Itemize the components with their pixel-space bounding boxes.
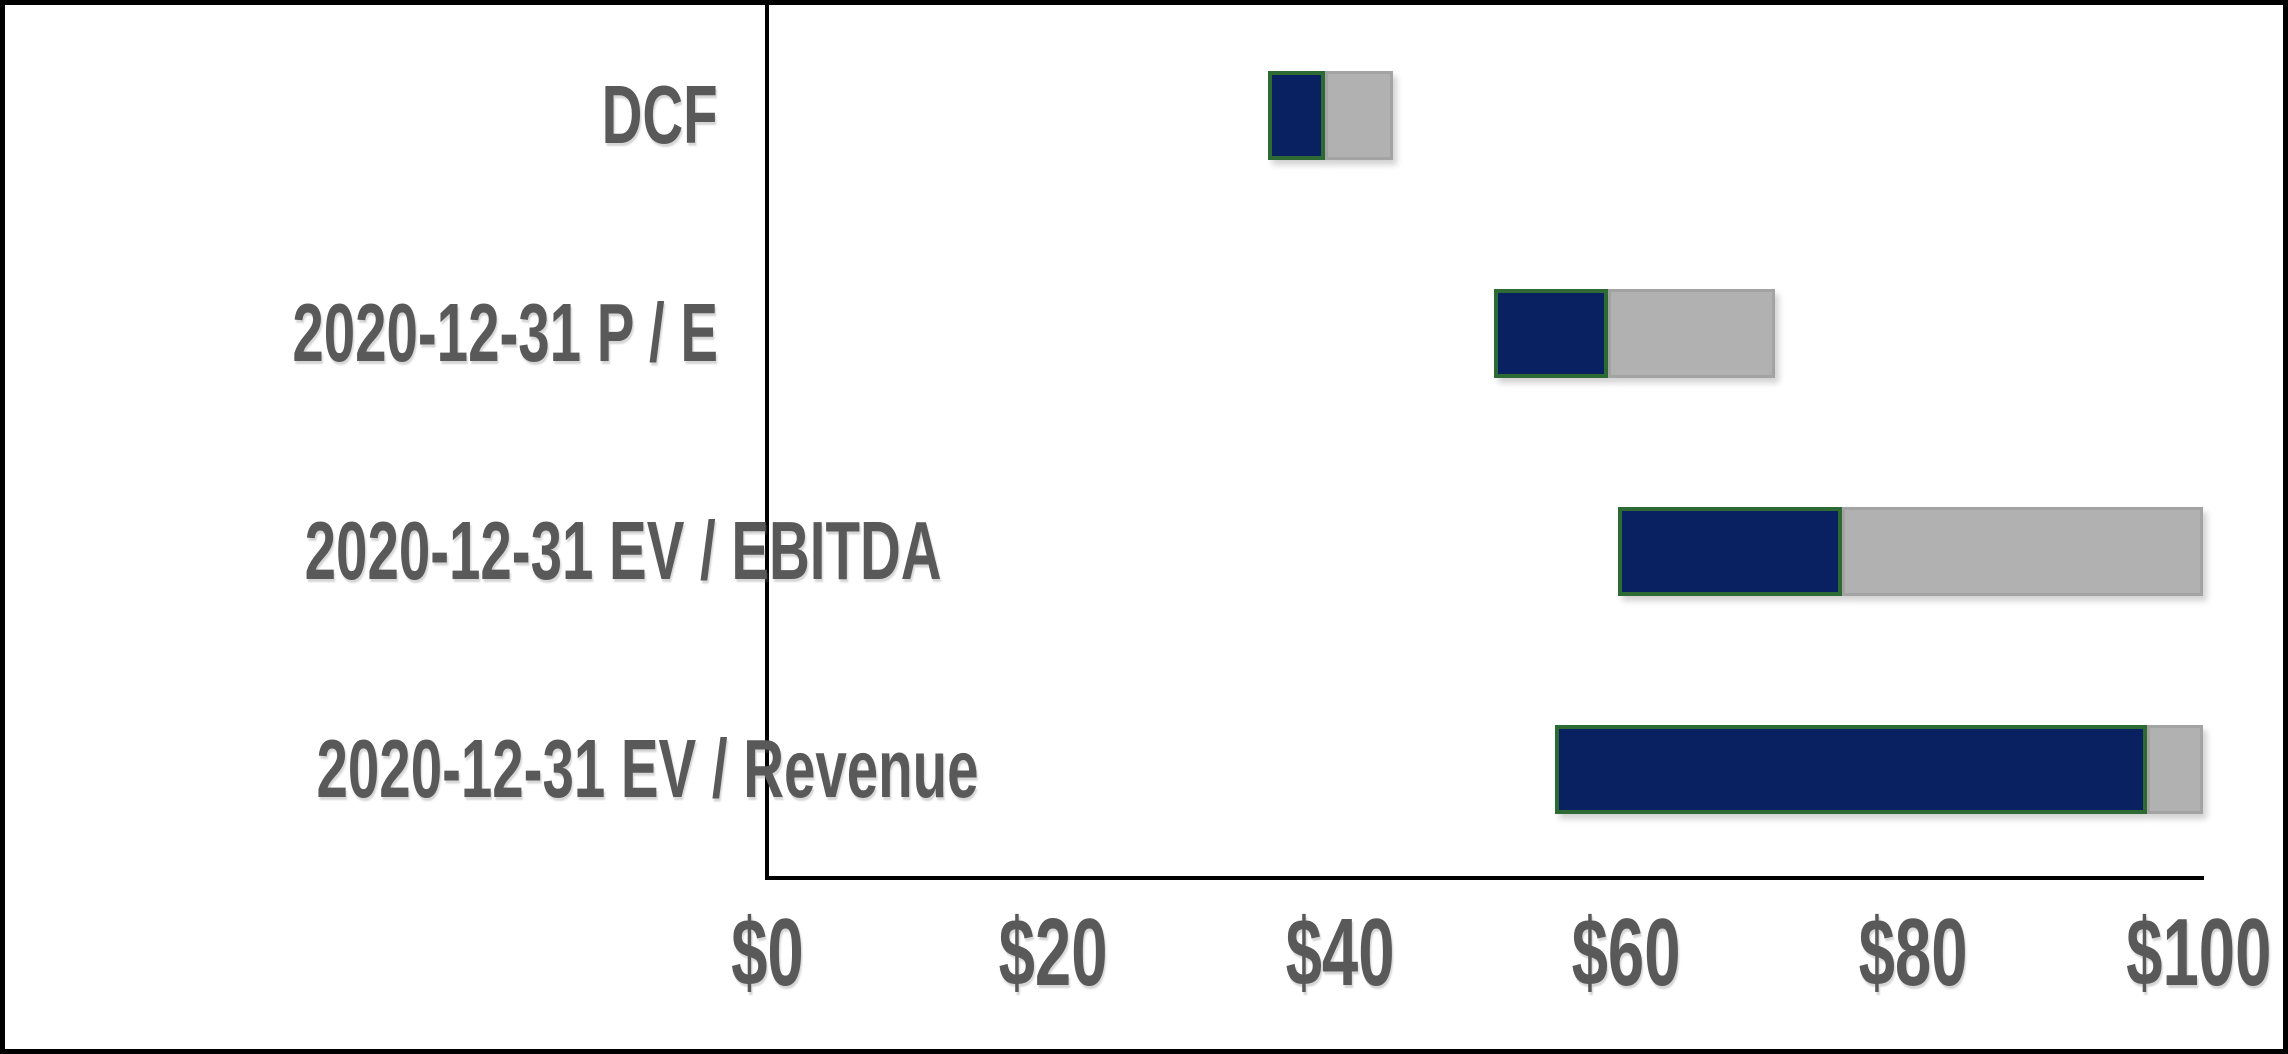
y-axis-line	[765, 5, 769, 880]
category-label: 2020-12-31 EV / EBITDA	[304, 504, 942, 597]
bar-segment-mid-to-high	[2147, 724, 2204, 814]
bar-segment-low-to-mid	[1617, 506, 1843, 596]
category-label: DCF	[601, 68, 718, 161]
bar-segment-mid-to-high	[1842, 506, 2204, 596]
x-tick-label: $40	[1285, 899, 1395, 1006]
bar-segment-mid-to-high	[1607, 288, 1776, 378]
x-axis-line	[765, 876, 2204, 880]
x-tick-label: $0	[730, 899, 804, 1006]
x-tick-label: $80	[1858, 899, 1968, 1006]
bar-segment-mid-to-high	[1325, 70, 1393, 160]
bar-segment-low-to-mid	[1494, 288, 1608, 378]
bar-segment-low-to-mid	[1268, 70, 1326, 160]
bar-segment-low-to-mid	[1554, 724, 2148, 814]
x-tick-label: $20	[998, 899, 1108, 1006]
category-label: 2020-12-31 EV / Revenue	[316, 722, 979, 815]
x-tick-label: $100	[2126, 899, 2272, 1006]
category-label: 2020-12-31 P / E	[292, 286, 718, 379]
x-tick-label: $60	[1571, 899, 1681, 1006]
